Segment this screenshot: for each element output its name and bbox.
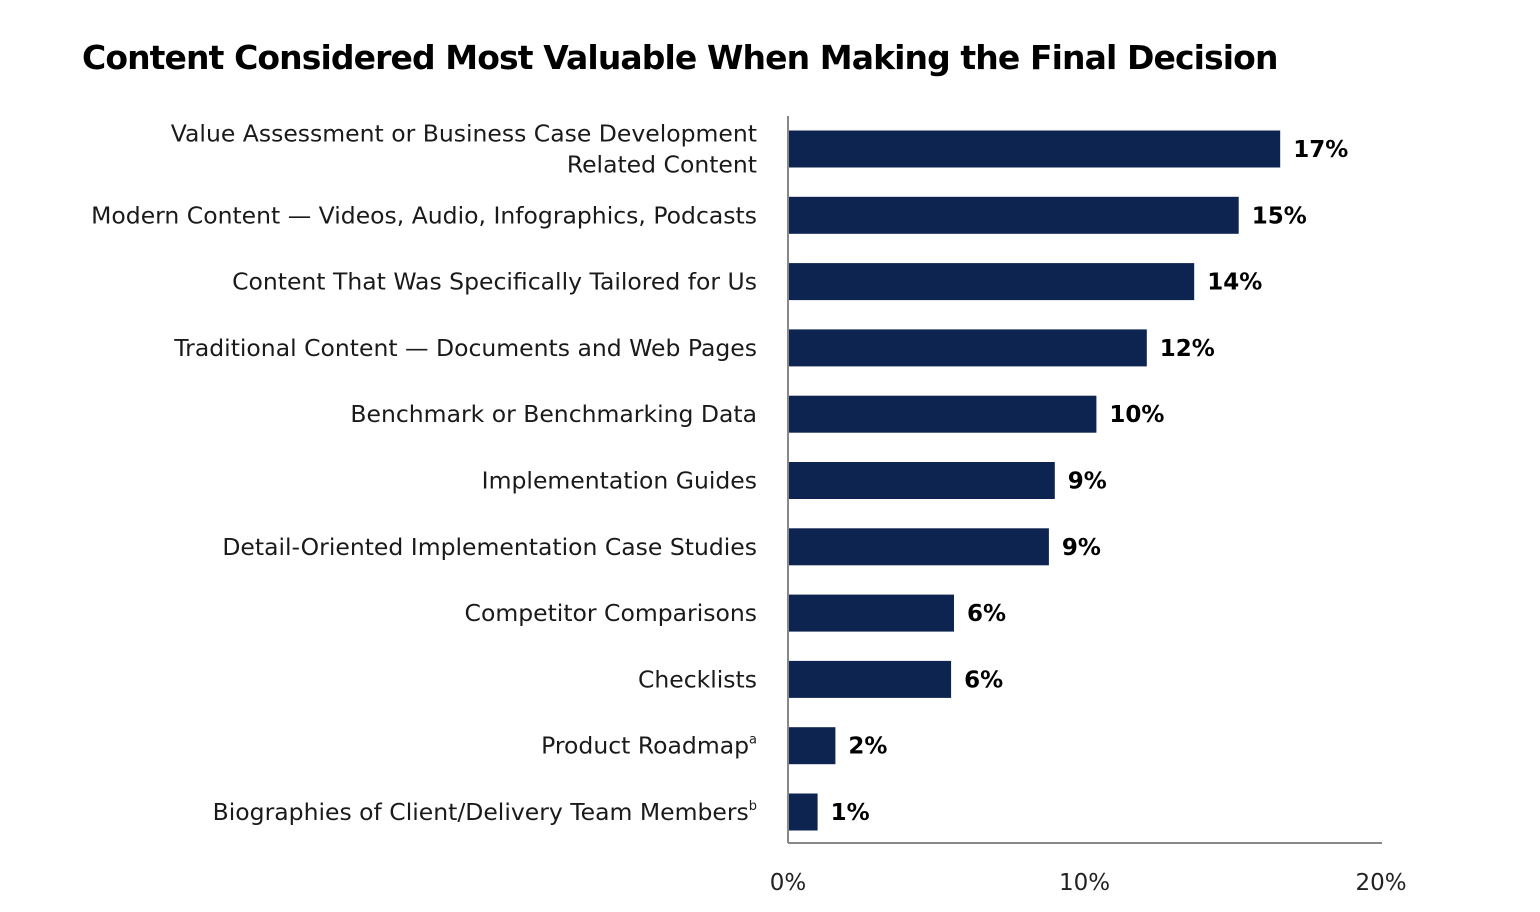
footnote-marker: b bbox=[749, 799, 757, 814]
x-axis-ticks: 0% 10% 20% bbox=[770, 870, 1407, 896]
category-label: Competitor Comparisons bbox=[465, 599, 757, 627]
bar bbox=[788, 263, 1195, 301]
bar bbox=[788, 727, 836, 765]
bar bbox=[788, 793, 818, 831]
bar bbox=[788, 395, 1097, 433]
data-label: 10% bbox=[1109, 402, 1164, 428]
bar bbox=[788, 130, 1281, 168]
category-label: Product Roadmapa bbox=[541, 732, 757, 760]
category-label: Traditional Content — Documents and Web … bbox=[173, 334, 757, 362]
chart-title: Content Considered Most Valuable When Ma… bbox=[82, 38, 1278, 77]
category-label: Detail-Oriented Implementation Case Stud… bbox=[222, 533, 757, 561]
category-label: Implementation Guides bbox=[482, 467, 757, 495]
bar bbox=[788, 329, 1147, 367]
x-tick-label: 10% bbox=[1059, 870, 1110, 896]
bar bbox=[788, 660, 952, 698]
value-labels: 17% 15% 14% 12% 10% 9% 9% 6% 6% 2% 1% bbox=[831, 137, 1349, 826]
data-label: 1% bbox=[831, 800, 870, 826]
data-label: 6% bbox=[967, 601, 1006, 627]
bar bbox=[788, 196, 1239, 234]
data-label: 12% bbox=[1160, 336, 1215, 362]
data-label: 6% bbox=[964, 667, 1003, 693]
category-label: Content That Was Specifically Tailored f… bbox=[232, 268, 757, 296]
bar bbox=[788, 462, 1055, 499]
bar bbox=[788, 528, 1049, 566]
data-label: 14% bbox=[1207, 270, 1262, 296]
category-label: Benchmark or Benchmarking Data bbox=[350, 400, 757, 428]
data-label: 9% bbox=[1068, 469, 1107, 495]
category-label: Value Assessment or Business Case Develo… bbox=[171, 120, 757, 148]
bars-layer bbox=[788, 130, 1281, 831]
x-tick-label: 0% bbox=[770, 870, 807, 896]
category-label: Modern Content — Videos, Audio, Infograp… bbox=[91, 201, 757, 229]
footnote-marker: a bbox=[749, 733, 757, 748]
data-label: 2% bbox=[848, 734, 887, 760]
data-label: 9% bbox=[1062, 535, 1101, 561]
x-tick-label: 20% bbox=[1355, 870, 1406, 896]
bar bbox=[788, 594, 954, 632]
category-labels: Value Assessment or Business Case Develo… bbox=[91, 120, 757, 827]
category-label: Checklists bbox=[638, 665, 757, 693]
data-label: 17% bbox=[1293, 137, 1348, 163]
category-label: Biographies of Client/Delivery Team Memb… bbox=[213, 798, 757, 826]
category-label: Related Content bbox=[567, 151, 757, 179]
data-label: 15% bbox=[1252, 203, 1307, 229]
